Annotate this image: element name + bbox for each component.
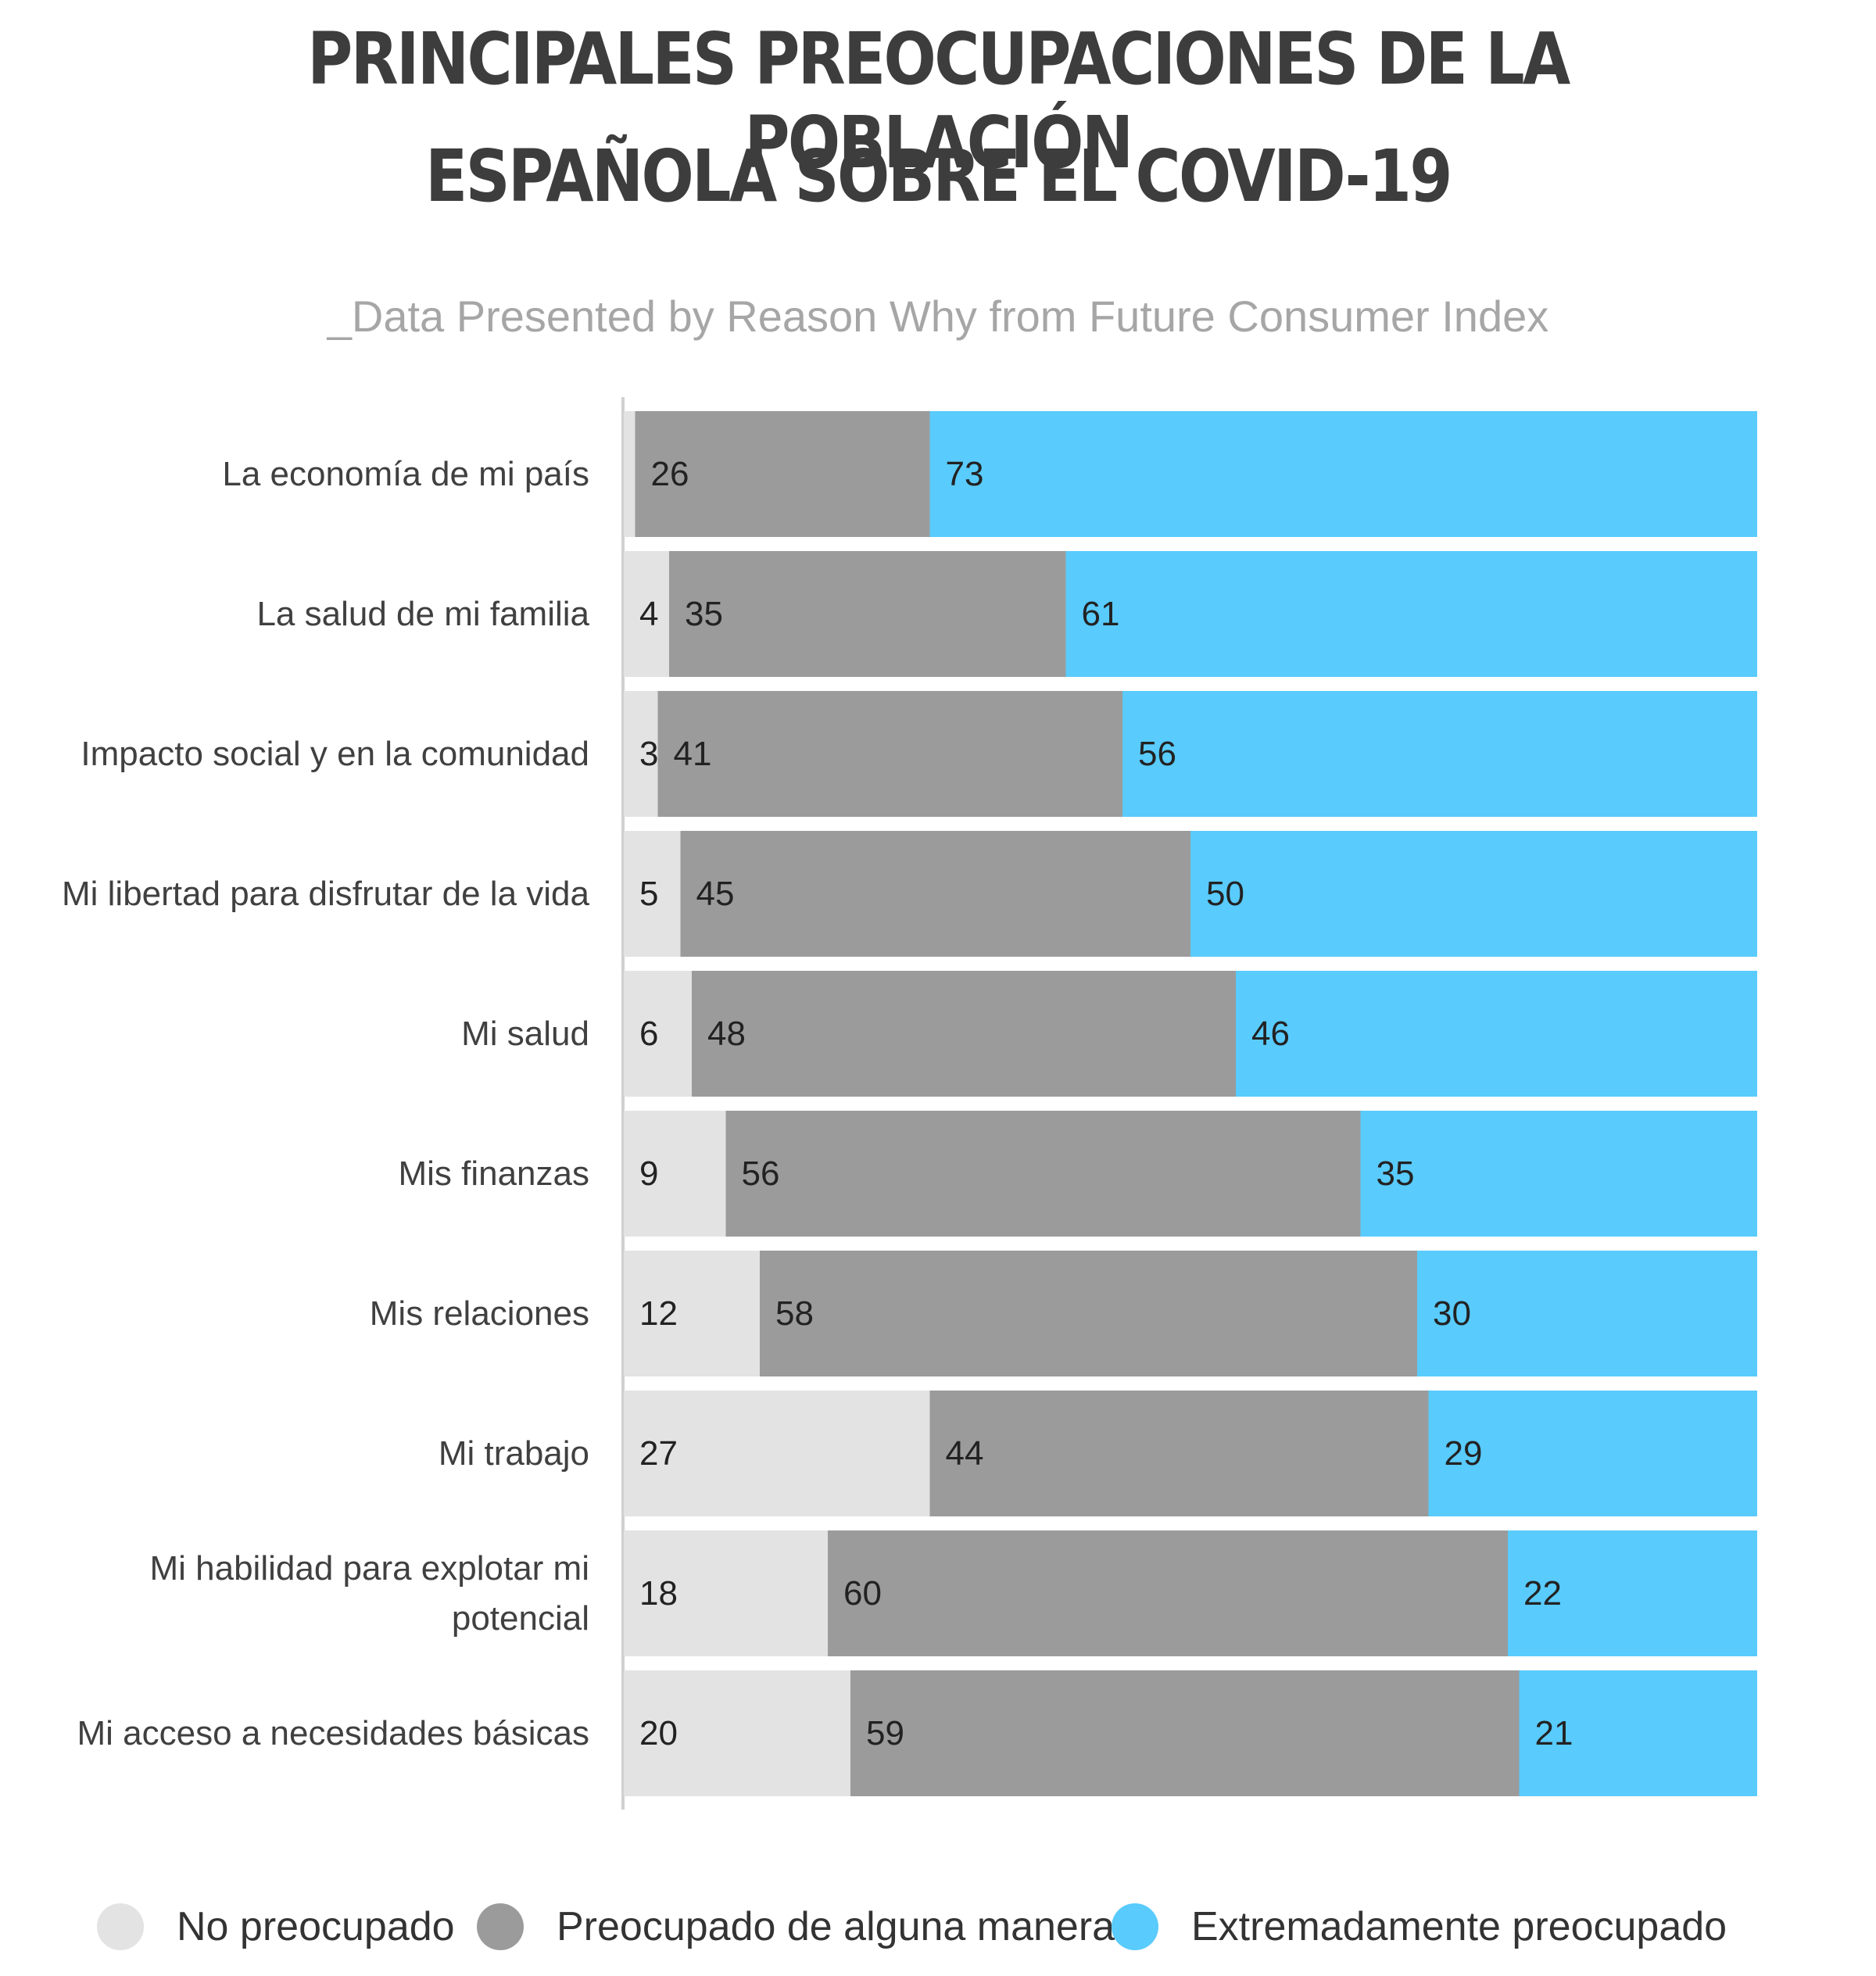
bar-segment [1417,1251,1757,1376]
bar-segment [680,831,1190,957]
bar-segment [657,691,1122,817]
bar-segment [760,1251,1417,1376]
data-label: 46 [1251,1015,1290,1053]
legend-swatch [97,1903,144,1950]
bar-segment [624,1111,726,1237]
legend-label: No preocupado [177,1904,455,1949]
chart-legend: No preocupado Preocupado de alguna maner… [0,1884,1876,1970]
bar-segment [624,971,692,1097]
data-label: 4 [639,595,658,633]
data-label: 44 [946,1434,984,1473]
chart-title-line-1: PRINCIPALES PREOCUPACIONES DE LA POBLACI… [307,17,1570,184]
data-label: 5 [639,875,658,913]
legend-item-no-preocupado: No preocupado [97,1884,455,1970]
bar-segment [669,551,1066,677]
category-label: Mi libertad para disfrutar de la vida [62,875,590,913]
data-label: 61 [1082,595,1120,633]
bar-segment [624,551,669,677]
bar-segment [929,411,1757,537]
bar-segment [1190,831,1757,957]
bar-segment [1122,691,1757,817]
data-label: 58 [775,1294,814,1333]
data-label: 3 [639,735,658,773]
bar-segment [1428,1391,1757,1516]
data-label: 29 [1445,1434,1483,1473]
category-label: La economía de mi país [222,455,589,493]
bar-segment [692,971,1236,1097]
chart-subtitle: _Data Presented by Reason Why from Futur… [327,292,1549,341]
chart-title-line-2: ESPAÑOLA SOBRE EL COVID-19 [425,134,1452,218]
category-label: La salud de mi familia [256,595,589,633]
data-label: 27 [639,1434,678,1473]
data-label: 73 [946,455,984,493]
bar-segment [635,411,930,537]
category-label: Mi acceso a necesidades básicas [77,1714,589,1752]
bar-segment [624,831,681,957]
bar-segment [1236,971,1757,1097]
bar-segment [1360,1111,1757,1237]
bar-segment [624,1670,850,1796]
category-label: Mi habilidad para explotar mi potencial [149,1549,589,1638]
data-label: 35 [1377,1154,1415,1193]
category-label: Impacto social y en la comunidad [81,735,589,773]
category-label: Mi salud [461,1015,589,1053]
data-label: 21 [1535,1714,1573,1752]
data-label: 60 [843,1574,882,1613]
data-label: 22 [1523,1574,1562,1613]
data-label: 45 [696,875,735,913]
category-label: Mi trabajo [439,1434,589,1473]
bar-segment [624,1391,930,1516]
bar-segment [1508,1530,1757,1656]
bar-segment [725,1111,1361,1237]
bar-segment [1519,1670,1757,1796]
data-label: 20 [639,1714,678,1752]
legend-label: Extremadamente preocupado [1191,1904,1727,1949]
data-label: 50 [1206,875,1244,913]
category-label: Mis finanzas [398,1154,589,1193]
category-label: Mis relaciones [370,1294,589,1333]
data-label: 56 [742,1154,780,1193]
legend-item-preocupado-de-alguna-manera: Preocupado de alguna manera [477,1884,1115,1970]
data-label: 12 [639,1294,678,1333]
stacked-bar-chart: La economía de mi país 12 6 73 La salud de m… [62,397,1757,1810]
data-label: 6 [639,1015,658,1053]
bar-segment [624,691,658,817]
data-label: 48 [707,1015,746,1053]
data-label: 9 [639,1154,658,1193]
data-label: 26 [651,455,689,493]
data-label: 18 [639,1574,678,1613]
legend-label: Preocupado de alguna manera [557,1904,1115,1949]
bar-segment [1065,551,1757,677]
bar-segment [624,1530,828,1656]
data-label: 35 [685,595,723,633]
bar-segment [828,1530,1508,1656]
bar-segment [929,1391,1429,1516]
data-label: 59 [866,1714,904,1752]
data-label: 41 [674,735,712,773]
legend-item-extremadamente-preocupado: Extremadamente preocupado [1112,1884,1727,1970]
data-label: 30 [1433,1294,1471,1333]
data-label: 56 [1138,735,1176,773]
legend-swatch [1112,1903,1158,1950]
bar-segment [850,1670,1520,1796]
legend-swatch [477,1903,524,1950]
bar-segment [624,411,635,537]
bar-segment [624,1251,760,1376]
